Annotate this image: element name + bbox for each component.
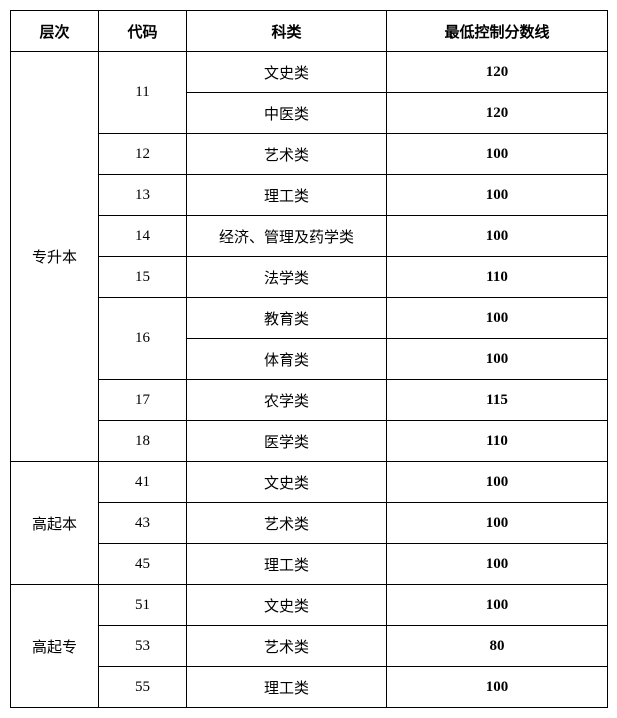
- header-code: 代码: [99, 11, 187, 52]
- table-header-row: 层次 代码 科类 最低控制分数线: [11, 11, 608, 52]
- cell-code: 14: [99, 216, 187, 257]
- cell-score: 100: [387, 585, 608, 626]
- cell-score: 120: [387, 52, 608, 93]
- cell-score: 100: [387, 339, 608, 380]
- cell-category: 艺术类: [187, 626, 387, 667]
- cell-level: 专升本: [11, 52, 99, 462]
- cell-code: 16: [99, 298, 187, 380]
- table-row: 13 理工类 100: [11, 175, 608, 216]
- cell-code: 13: [99, 175, 187, 216]
- cell-category: 文史类: [187, 462, 387, 503]
- cell-category: 法学类: [187, 257, 387, 298]
- table-row: 15 法学类 110: [11, 257, 608, 298]
- cell-code: 45: [99, 544, 187, 585]
- cell-category: 理工类: [187, 667, 387, 708]
- cell-score: 100: [387, 503, 608, 544]
- cell-score: 100: [387, 544, 608, 585]
- cell-score: 100: [387, 667, 608, 708]
- cell-code: 43: [99, 503, 187, 544]
- cell-code: 51: [99, 585, 187, 626]
- cell-category: 理工类: [187, 544, 387, 585]
- table-row: 专升本 11 文史类 120: [11, 52, 608, 93]
- cell-score: 110: [387, 421, 608, 462]
- cell-level: 高起本: [11, 462, 99, 585]
- cell-category: 中医类: [187, 93, 387, 134]
- cell-category: 文史类: [187, 585, 387, 626]
- table-row: 高起专 51 文史类 100: [11, 585, 608, 626]
- table-row: 53 艺术类 80: [11, 626, 608, 667]
- cell-code: 11: [99, 52, 187, 134]
- cell-category: 经济、管理及药学类: [187, 216, 387, 257]
- table-row: 高起本 41 文史类 100: [11, 462, 608, 503]
- cell-level: 高起专: [11, 585, 99, 708]
- cell-code: 12: [99, 134, 187, 175]
- cell-category: 体育类: [187, 339, 387, 380]
- table-body: 专升本 11 文史类 120 中医类 120 12 艺术类 100 13 理工类…: [11, 52, 608, 708]
- cell-score: 100: [387, 216, 608, 257]
- cell-category: 理工类: [187, 175, 387, 216]
- header-score: 最低控制分数线: [387, 11, 608, 52]
- cell-code: 55: [99, 667, 187, 708]
- cell-code: 53: [99, 626, 187, 667]
- cell-score: 120: [387, 93, 608, 134]
- header-level: 层次: [11, 11, 99, 52]
- cell-category: 艺术类: [187, 134, 387, 175]
- table-row: 43 艺术类 100: [11, 503, 608, 544]
- score-table: 层次 代码 科类 最低控制分数线 专升本 11 文史类 120 中医类 120 …: [10, 10, 608, 708]
- cell-code: 18: [99, 421, 187, 462]
- table-row: 14 经济、管理及药学类 100: [11, 216, 608, 257]
- cell-score: 80: [387, 626, 608, 667]
- table-row: 16 教育类 100: [11, 298, 608, 339]
- cell-category: 医学类: [187, 421, 387, 462]
- cell-score: 100: [387, 175, 608, 216]
- cell-score: 100: [387, 298, 608, 339]
- cell-code: 41: [99, 462, 187, 503]
- cell-category: 教育类: [187, 298, 387, 339]
- table-row: 55 理工类 100: [11, 667, 608, 708]
- cell-category: 文史类: [187, 52, 387, 93]
- table-row: 17 农学类 115: [11, 380, 608, 421]
- cell-category: 农学类: [187, 380, 387, 421]
- cell-code: 17: [99, 380, 187, 421]
- cell-category: 艺术类: [187, 503, 387, 544]
- cell-code: 15: [99, 257, 187, 298]
- table-row: 45 理工类 100: [11, 544, 608, 585]
- cell-score: 100: [387, 462, 608, 503]
- cell-score: 100: [387, 134, 608, 175]
- header-category: 科类: [187, 11, 387, 52]
- table-row: 12 艺术类 100: [11, 134, 608, 175]
- table-row: 18 医学类 110: [11, 421, 608, 462]
- cell-score: 110: [387, 257, 608, 298]
- cell-score: 115: [387, 380, 608, 421]
